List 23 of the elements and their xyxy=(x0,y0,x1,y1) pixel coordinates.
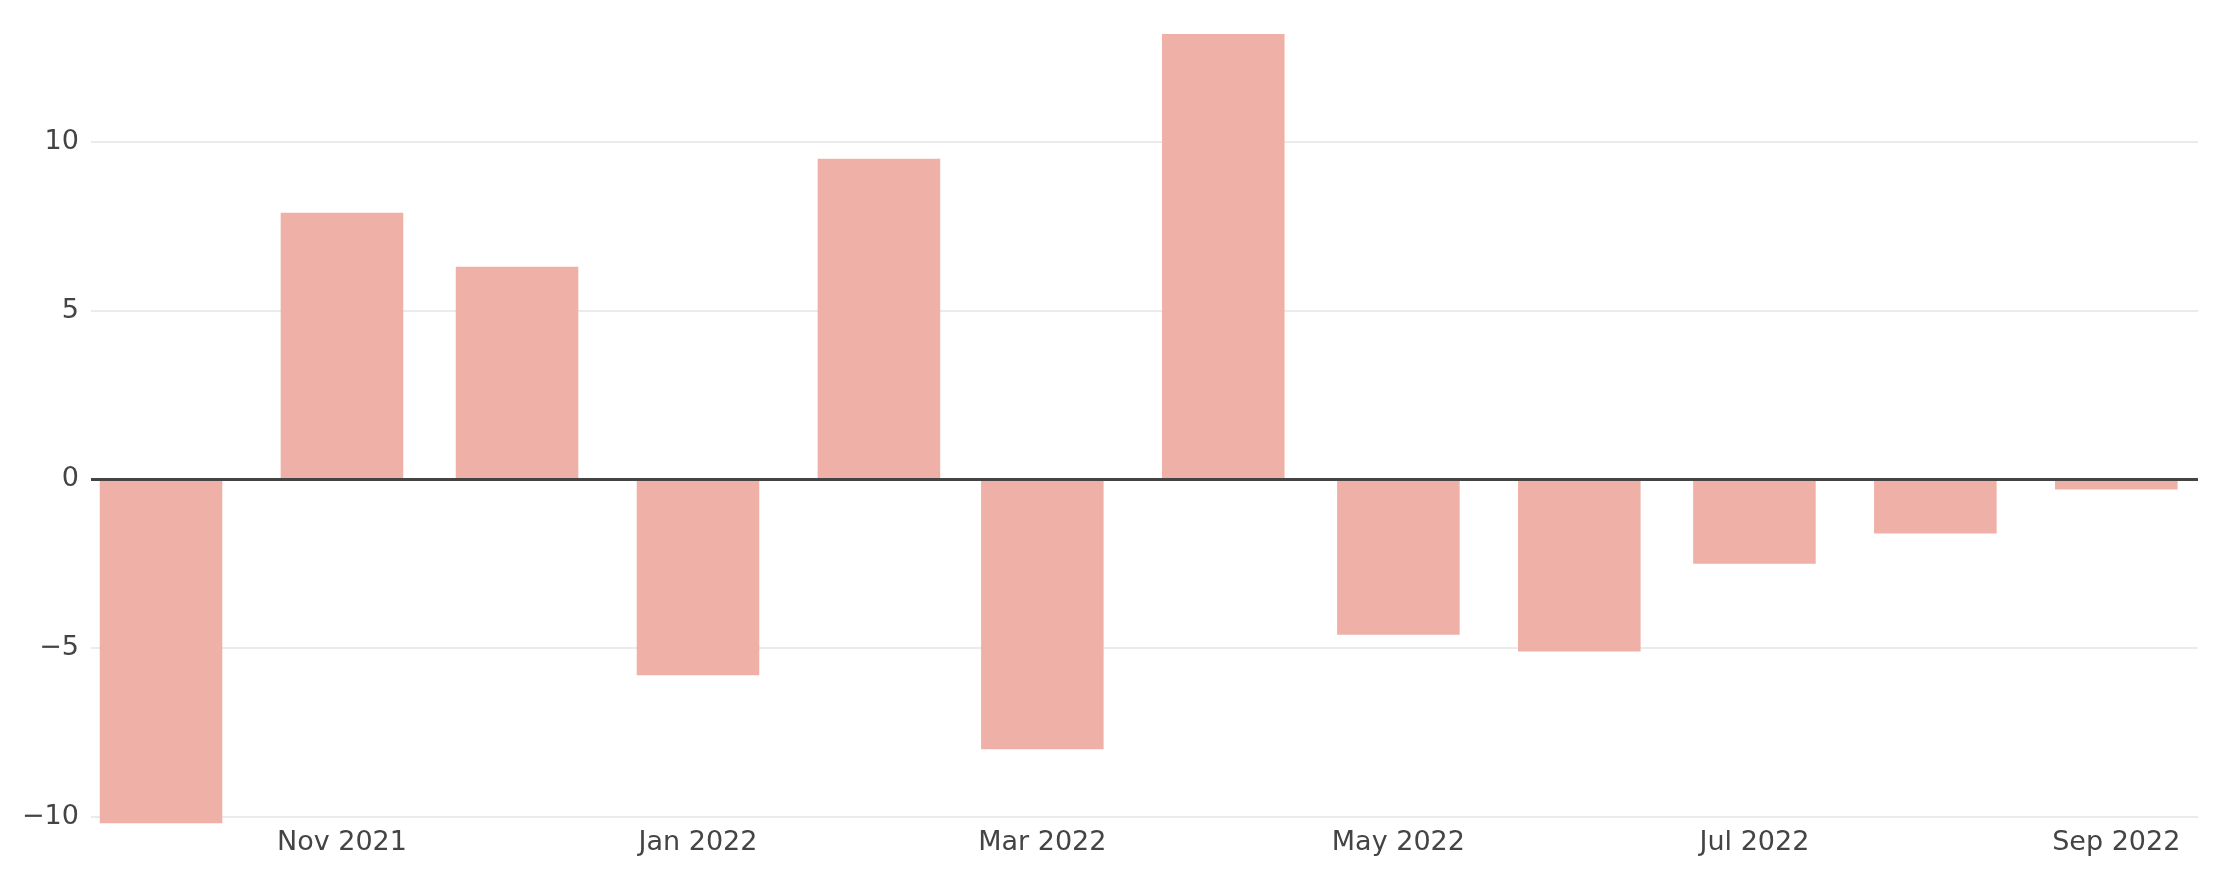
x-tick-label: Mar 2022 xyxy=(978,824,1107,856)
x-tick-label: Sep 2022 xyxy=(2052,824,2181,856)
x-tick-label: Jul 2022 xyxy=(1697,824,1810,856)
bar xyxy=(1874,480,1997,534)
bar xyxy=(455,266,579,478)
bar xyxy=(280,212,404,478)
x-tick-label: Nov 2021 xyxy=(276,824,407,856)
bar xyxy=(1337,480,1460,635)
y-tick-label: −5 xyxy=(39,630,79,662)
x-tick-label: Jan 2022 xyxy=(636,824,758,856)
y-tick-label: 0 xyxy=(61,461,79,493)
y-tick-label: −10 xyxy=(22,798,79,830)
bar xyxy=(99,480,223,824)
bar xyxy=(1518,480,1641,652)
bar xyxy=(1693,480,1816,564)
bar xyxy=(1162,34,1285,478)
y-tick-label: 10 xyxy=(44,124,79,155)
bar xyxy=(636,480,760,676)
bar xyxy=(817,158,941,478)
bar xyxy=(981,480,1104,750)
x-tick-label: May 2022 xyxy=(1331,824,1465,856)
y-tick-label: 5 xyxy=(61,292,79,324)
bar xyxy=(2055,480,2178,490)
